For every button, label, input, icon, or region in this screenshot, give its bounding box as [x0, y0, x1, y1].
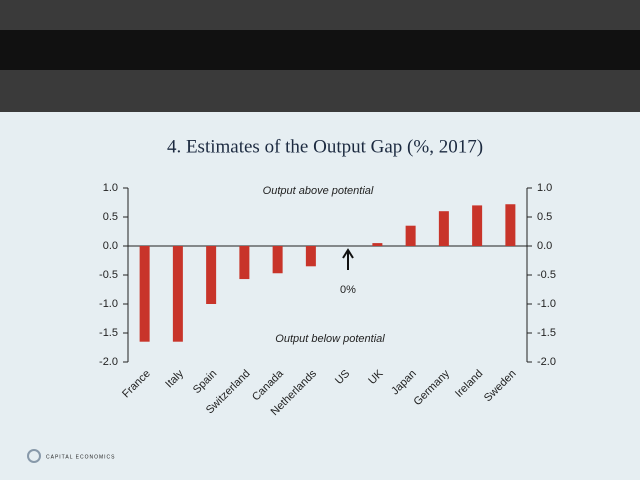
bar	[405, 225, 416, 246]
y-tick-label: 0.5	[103, 211, 118, 223]
chart-title: 4. Estimates of the Output Gap (%, 2017)	[167, 136, 483, 157]
arrow	[342, 248, 354, 270]
y2-tick-label: -1.5	[537, 327, 556, 339]
y-tick-label: -2.0	[99, 356, 118, 368]
bar	[172, 246, 183, 342]
y2-tick-label: 1.0	[537, 182, 552, 194]
projector-band	[0, 30, 640, 70]
bar	[305, 246, 316, 267]
y2-tick-label: 0.0	[537, 240, 552, 252]
y-tick-label: -1.5	[99, 327, 118, 339]
bar	[139, 246, 150, 342]
bar	[272, 246, 283, 274]
bar	[472, 205, 483, 246]
slide	[0, 112, 640, 480]
y2-tick-label: -2.0	[537, 356, 556, 368]
bar	[438, 211, 449, 246]
bar	[239, 246, 250, 280]
logo: CAPITAL ECONOMICS	[46, 454, 116, 460]
y2-tick-label: 0.5	[537, 211, 552, 223]
bar	[372, 243, 383, 246]
annotation: Output below potential	[275, 333, 385, 345]
annotation: Output above potential	[263, 185, 374, 197]
bar	[505, 204, 516, 246]
annotation: 0%	[340, 284, 356, 296]
y-tick-label: -0.5	[99, 269, 118, 281]
y2-tick-label: -0.5	[537, 269, 556, 281]
bar	[206, 246, 217, 304]
y-tick-label: 1.0	[103, 182, 118, 194]
y-tick-label: -1.0	[99, 298, 118, 310]
logo-icon	[27, 449, 41, 463]
y2-tick-label: -1.0	[537, 298, 556, 310]
y-tick-label: 0.0	[103, 240, 118, 252]
